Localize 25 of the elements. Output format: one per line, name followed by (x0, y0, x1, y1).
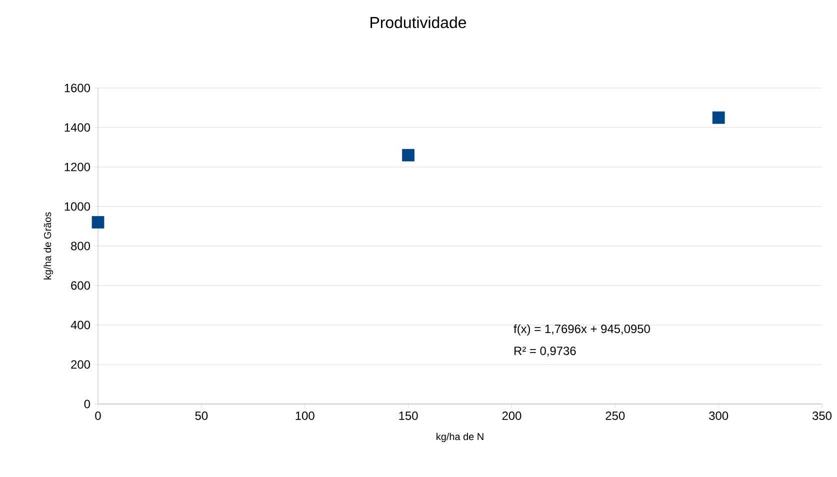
y-tick-label: 600 (71, 281, 90, 290)
point (92, 216, 104, 228)
x-tick-label: 300 (709, 412, 728, 420)
point (712, 111, 725, 124)
x-axis-title: kg/ha de N (436, 432, 484, 442)
y-tick-label: 1600 (64, 84, 90, 92)
y-tick-label: 1200 (64, 162, 90, 172)
x-tick-label: 250 (606, 412, 625, 420)
y-tick-label: 400 (70, 320, 90, 330)
y-axis-title: kg/ha de Grãos (44, 212, 54, 280)
x-tick-label: 100 (296, 412, 314, 420)
annotation: f(x) = 1,7696x + 945,0950 (514, 324, 650, 336)
x-tick-label: 350 (812, 412, 832, 420)
chart-title: Produtividade (370, 16, 466, 28)
x-tick-label: 200 (502, 412, 522, 420)
annotation: R² = 0,9736 (514, 346, 576, 357)
y-tick-label: 1400 (64, 123, 90, 132)
y-tick-label: 0 (84, 400, 90, 408)
x-tick-label: 150 (399, 412, 418, 420)
y-tick-label: 1000 (64, 202, 90, 211)
y-tick-label: 800 (71, 242, 90, 250)
x-tick-label: 0 (95, 412, 101, 420)
point (402, 148, 414, 162)
x-tick-label: 50 (195, 412, 208, 420)
y-tick-label: 200 (71, 360, 90, 369)
